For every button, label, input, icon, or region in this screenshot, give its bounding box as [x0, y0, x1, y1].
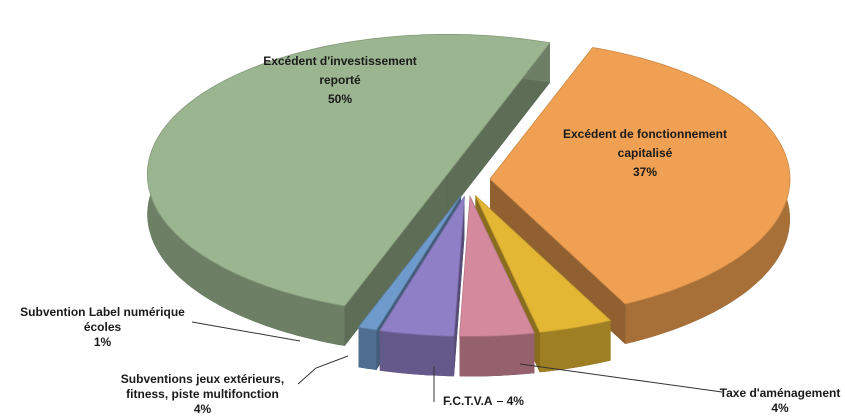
slice-label: Taxe d'aménagement 4%	[705, 386, 845, 416]
pie-layer	[146, 34, 791, 377]
slice	[475, 195, 612, 373]
value-label: 4%	[771, 401, 789, 415]
slice-label: F.C.T.V.A 4%	[443, 394, 524, 409]
leader-line	[191, 321, 301, 342]
slice-label: Subvention Label numérique écoles 1%	[0, 305, 205, 350]
slice-top	[475, 195, 612, 333]
slice-rim	[358, 327, 377, 370]
slice-wall	[344, 174, 448, 346]
slice-wall	[454, 196, 465, 377]
slice	[146, 34, 551, 346]
slice	[459, 194, 536, 377]
slice	[379, 196, 465, 377]
slice-rim	[459, 333, 535, 377]
separator	[496, 401, 503, 402]
category-label: Excédent d'investissement reporté	[263, 54, 417, 87]
slice	[489, 47, 791, 344]
slice-top	[459, 194, 536, 337]
leader-line	[519, 363, 723, 393]
slice-label: Excédent de fonctionnement capitalisé 37%	[560, 125, 730, 182]
slice-top	[379, 196, 465, 337]
category-label: Subvention Label numérique écoles	[20, 305, 185, 334]
slice-top	[146, 34, 551, 307]
value-label: 50%	[327, 92, 353, 106]
slice-rim	[539, 320, 611, 373]
category-label: Taxe d'aménagement	[719, 386, 841, 400]
value-label: 4%	[506, 394, 524, 408]
slice-wall	[447, 42, 550, 215]
slice-label: Excédent d'investissement reporté 50%	[255, 52, 425, 109]
slice-top	[357, 195, 462, 331]
slice-label: Subventions jeux extérieurs, fitness, pi…	[105, 372, 300, 417]
category-label: Subventions jeux extérieurs, fitness, pi…	[120, 372, 285, 401]
slice-top	[489, 47, 791, 305]
leader-line	[297, 355, 349, 385]
slice-rim	[379, 330, 454, 377]
value-label: 1%	[93, 335, 112, 349]
value-label: 4%	[193, 402, 212, 416]
value-label: 37%	[632, 165, 658, 179]
category-label: Excédent de fonctionnement capitalisé	[562, 127, 728, 160]
category-label: F.C.T.V.A	[443, 394, 493, 408]
